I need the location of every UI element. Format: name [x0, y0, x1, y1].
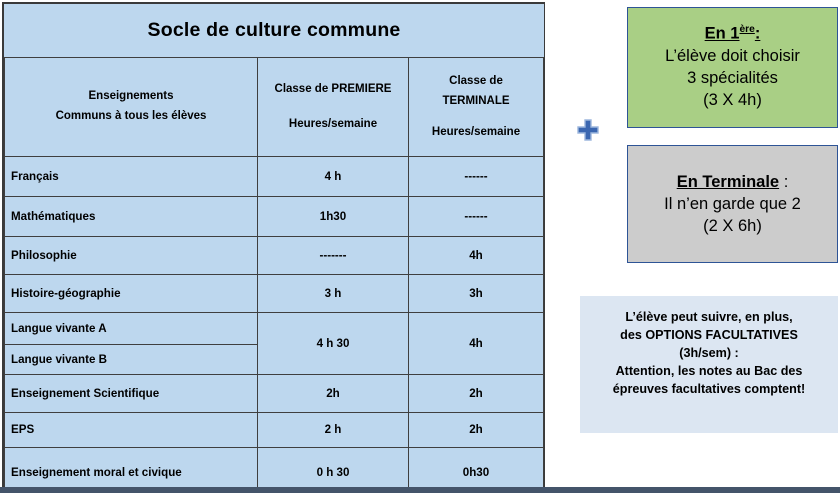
table-header-row: Enseignements Communs à tous les élèves … [4, 56, 545, 157]
panel-premiere-line1: L’élève doit choisir [665, 46, 800, 65]
table-row: EPS 2 h 2h [4, 411, 545, 448]
row-hours-premiere: ------- [257, 235, 409, 275]
row-hours-premiere: 2h [257, 373, 409, 413]
header-premiere-line1: Classe de PREMIERE [274, 83, 392, 96]
row-hours-terminale: ------ [407, 155, 545, 197]
bottom-accent-bar [0, 487, 840, 493]
panel-options-line2: des OPTIONS FACULTATIVES [620, 327, 798, 342]
row-hours-terminale: 2h [407, 411, 545, 448]
panel-premiere-line3: (3 X 4h) [703, 90, 762, 109]
row-hours-premiere: 4 h [257, 155, 409, 197]
row-subject: Mathématiques [4, 195, 258, 237]
panel-options-line1: L’élève peut suivre, en plus, [625, 310, 793, 324]
row-subject: Français [4, 155, 258, 197]
row-hours-premiere: 0 h 30 [257, 446, 409, 493]
panel-options-line5: épreuves facultatives comptent! [612, 381, 806, 396]
row-hours-premiere: 4 h 30 [257, 311, 409, 375]
panel-terminale: En Terminale : Il n’en garde que 2 (2 X … [627, 145, 838, 263]
header-terminale-line3: Heures/semaine [431, 125, 521, 138]
header-terminale-line1: Classe de [449, 75, 503, 88]
table-title: Socle de culture commune [4, 4, 544, 58]
table-row: Histoire-géographie 3 h 3h [4, 273, 545, 313]
row-subject: Histoire-géographie [4, 273, 258, 313]
panel-premiere-heading-colon: : [754, 24, 761, 43]
table-row: Philosophie ------- 4h [4, 235, 545, 275]
header-cell-premiere: Classe de PREMIERE Heures/semaine [257, 56, 409, 157]
row-subject: Langue vivante A [4, 311, 258, 345]
header-premiere-line2: Heures/semaine [288, 117, 378, 130]
panel-premiere: En 1ère: L’élève doit choisir 3 spéciali… [627, 7, 838, 128]
header-cell-enseignements: Enseignements Communs à tous les élèves [4, 56, 258, 157]
row-hours-terminale: 4h [407, 235, 545, 275]
table-row: Enseignement moral et civique 0 h 30 0h3… [4, 446, 545, 493]
header-enseignements-line1: Enseignements [88, 89, 174, 102]
row-subject: Langue vivante B [4, 343, 258, 375]
table-row: Langue vivante B [4, 343, 544, 375]
panel-options-facultatives: L’élève peut suivre, en plus, des OPTION… [580, 296, 838, 433]
panel-premiere-heading-text: En 1 [704, 24, 740, 43]
row-hours-terminale: 3h [407, 273, 545, 313]
panel-terminale-heading: En Terminale : [677, 171, 789, 193]
row-subject: EPS [4, 411, 258, 448]
table-row: Mathématiques 1h30 ------ [4, 195, 545, 237]
plus-icon [577, 119, 599, 141]
table-row: Langue vivante A 4 h 30 4h [4, 311, 545, 375]
header-cell-terminale: Classe de TERMINALE Heures/semaine [407, 56, 545, 157]
panel-premiere-heading: En 1ère: [705, 23, 761, 45]
panel-options-line3: (3h/sem) : [679, 345, 739, 360]
row-hours-premiere: 2 h [257, 411, 409, 448]
row-hours-terminale: 0h30 [407, 446, 545, 493]
row-hours-premiere: 3 h [257, 273, 409, 313]
row-subject: Enseignement Scientifique [4, 373, 258, 413]
row-hours-terminale: 4h [407, 311, 545, 375]
row-hours-terminale: ------ [407, 195, 545, 237]
row-subject: Philosophie [4, 235, 258, 275]
panel-terminale-line1: Il n’en garde que 2 [664, 194, 801, 213]
table-row: Enseignement Scientifique 2h 2h [4, 373, 545, 413]
socle-table: Socle de culture commune Enseignements C… [4, 4, 545, 493]
row-hours-terminale: 2h [407, 373, 545, 413]
panel-premiere-line2: 3 spécialités [687, 68, 778, 87]
table-title-row: Socle de culture commune [4, 4, 544, 58]
row-hours-premiere: 1h30 [257, 195, 409, 237]
panel-terminale-heading-text: En Terminale [676, 172, 780, 191]
header-enseignements-line2: Communs à tous les élèves [55, 109, 207, 122]
panel-premiere-heading-sup: ère [739, 24, 755, 36]
header-terminale-line2: TERMINALE [442, 95, 510, 108]
panel-terminale-line2: (2 X 6h) [703, 217, 762, 236]
panel-options-line4: Attention, les notes au Bac des [615, 363, 803, 378]
panel-terminale-heading-colon: : [779, 172, 789, 191]
table-row: Français 4 h ------ [4, 155, 545, 197]
socle-table-container: Socle de culture commune Enseignements C… [2, 2, 545, 493]
